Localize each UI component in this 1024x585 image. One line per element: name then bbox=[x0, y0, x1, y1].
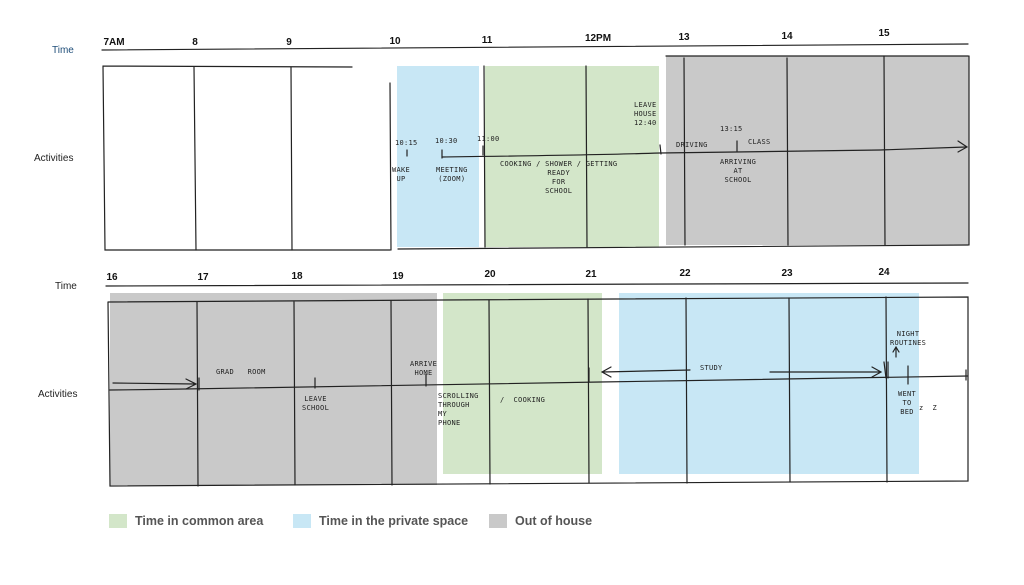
note-wake-up: WAKE UP bbox=[392, 166, 411, 183]
note-1100: 11:00 bbox=[477, 135, 500, 143]
note-leave-house: LEAVE HOUSE 12:40 bbox=[634, 101, 657, 127]
row1-tick: 7AM bbox=[103, 37, 125, 48]
row2-axis-line bbox=[105, 282, 969, 287]
note-cooking-getting-ready: COOKING / SHOWER / GETTING READY FOR SCH… bbox=[500, 160, 618, 195]
row2-arrow-start bbox=[112, 378, 198, 390]
note-scrolling-phone: SCROLLING THROUGH MY PHONE bbox=[438, 392, 479, 427]
legend-label-common: Time in common area bbox=[135, 514, 264, 528]
row1-tick: 9 bbox=[286, 37, 292, 48]
legend-swatch-common bbox=[109, 514, 127, 528]
row1-activities-label: Activities bbox=[34, 153, 74, 164]
row2-timeline bbox=[109, 375, 969, 391]
note-1315: 13:15 bbox=[720, 125, 743, 133]
row1-axis-line bbox=[101, 43, 969, 51]
note-class: CLASS bbox=[748, 138, 771, 146]
row1-timeline bbox=[441, 146, 967, 158]
row2-tick: 22 bbox=[679, 268, 691, 279]
legend-common: Time in common area bbox=[109, 514, 263, 528]
note-arriving-at-school: ARRIVING AT SCHOOL bbox=[720, 158, 757, 184]
note-night-routines: NIGHT ROUTINES bbox=[890, 330, 927, 347]
row1-tick: 12PM bbox=[584, 33, 612, 44]
note-meeting: MEETING (ZOOM) bbox=[436, 166, 468, 183]
row2-tick: 21 bbox=[585, 269, 597, 280]
row1-tick: 13 bbox=[678, 32, 690, 43]
note-driving: DRIVING bbox=[676, 141, 708, 149]
legend-out: Out of house bbox=[489, 514, 592, 528]
row2-hour-lines bbox=[196, 296, 888, 487]
row2-tick: 23 bbox=[781, 268, 793, 279]
row2-tick: 16 bbox=[106, 272, 118, 283]
row2-tick: 18 bbox=[291, 271, 303, 282]
legend-label-private: Time in the private space bbox=[319, 514, 469, 528]
row2-activities-label: Activities bbox=[38, 389, 78, 400]
row2-tick: 20 bbox=[484, 269, 496, 280]
study-arrow bbox=[600, 366, 883, 378]
row1-tick: 15 bbox=[878, 28, 890, 39]
row2-private-band bbox=[619, 293, 919, 474]
row1-arrowhead bbox=[957, 140, 969, 153]
note-grad-room: GRAD ROOM bbox=[216, 368, 266, 376]
row2-marks bbox=[198, 345, 967, 391]
legend-swatch-out bbox=[489, 514, 507, 528]
row1-tick: 11 bbox=[481, 35, 493, 46]
row1-marks bbox=[406, 140, 738, 159]
note-cooking: / COOKING bbox=[500, 396, 546, 404]
row1-time-label: Time bbox=[52, 45, 74, 56]
row2-frame bbox=[107, 296, 969, 487]
legend-swatch-private bbox=[293, 514, 311, 528]
note-arrive-home: ARRIVE HOME bbox=[410, 360, 438, 377]
row1-hour-lines bbox=[193, 55, 886, 251]
legend-label-out: Out of house bbox=[515, 514, 593, 528]
row1-frame bbox=[102, 55, 970, 251]
note-1030: 10:30 bbox=[435, 137, 458, 145]
row2-tick: 24 bbox=[878, 267, 890, 278]
note-zz: z Z bbox=[919, 404, 938, 412]
note-leave-school: LEAVE SCHOOL bbox=[302, 395, 330, 412]
row1-tick: 10 bbox=[389, 36, 401, 47]
note-1015: 10:15 bbox=[395, 139, 418, 147]
note-went-to-bed: WENT TO BED bbox=[898, 390, 917, 416]
row1-tick: 8 bbox=[192, 37, 198, 48]
legend-private: Time in the private space bbox=[293, 514, 468, 528]
row2-tick: 19 bbox=[392, 271, 404, 282]
row2-tick: 17 bbox=[197, 272, 209, 283]
row2-time-label: Time bbox=[55, 281, 77, 292]
row1-tick: 14 bbox=[781, 31, 793, 42]
note-study: STUDY bbox=[700, 364, 723, 372]
